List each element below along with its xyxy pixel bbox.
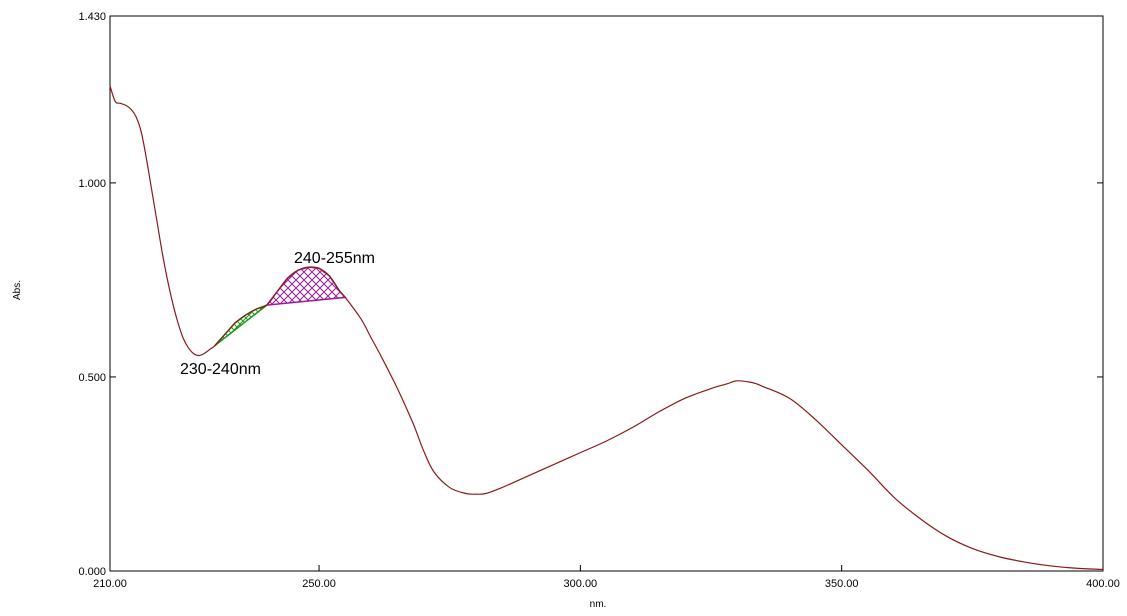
spectrum-line xyxy=(109,85,1104,571)
x-tick-label: 400.00 xyxy=(1086,578,1120,590)
annotation-230-240nm: 230-240nm xyxy=(180,361,261,378)
y-tick-label: 0.000 xyxy=(78,566,106,578)
x-tick-label: 350.00 xyxy=(825,578,859,590)
x-tick-label: 250.00 xyxy=(302,578,336,590)
plot-frame xyxy=(109,15,1104,572)
y-tick-label: 0.500 xyxy=(78,372,106,384)
x-axis-label: nm. xyxy=(590,599,607,610)
x-tick-label: 300.00 xyxy=(564,578,598,590)
region-230-240-fill xyxy=(213,304,268,347)
y-tick-label: 1.430 xyxy=(78,11,106,23)
y-tick-label: 1.000 xyxy=(78,178,106,190)
region-240-255-fill xyxy=(265,266,347,307)
annotation-240-255nm: 240-255nm xyxy=(294,250,375,267)
x-axis: 210.00 250.00 300.00 350.00 400.00 xyxy=(93,565,1120,590)
y-axis: 0.000 0.500 1.000 1.430 xyxy=(78,11,1103,578)
x-tick-label: 210.00 xyxy=(93,578,127,590)
y-axis-label: Abs. xyxy=(12,280,23,300)
